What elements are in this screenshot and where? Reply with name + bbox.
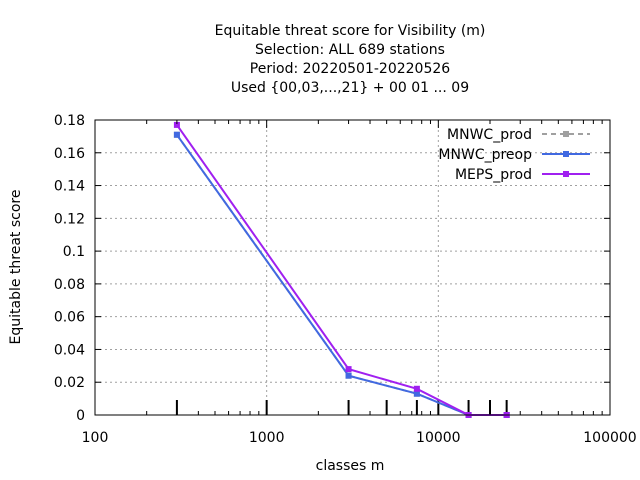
- x-tick-label: 100: [82, 430, 109, 446]
- plot-frame: [94, 119, 611, 416]
- title-line-4: Used {00,03,...,21} + 00 01 ... 09: [231, 80, 469, 96]
- y-tick-label: 0.16: [54, 146, 85, 162]
- legend-swatch-marker: [563, 131, 569, 137]
- title-line-2: Selection: ALL 689 stations: [255, 42, 445, 58]
- legend-swatch-marker: [563, 151, 569, 157]
- y-tick-label: 0.06: [54, 310, 85, 326]
- y-tick-label: 0.1: [63, 244, 85, 260]
- x-tick-label: 1000: [249, 430, 285, 446]
- y-tick-label: 0.08: [54, 277, 85, 293]
- series-point-MNWC_preop: [413, 390, 420, 397]
- x-axis-label: classes m: [316, 458, 385, 474]
- legend-label: MEPS_prod: [455, 167, 532, 183]
- y-axis-label: Equitable threat score: [8, 190, 24, 345]
- y-tick-label: 0.02: [54, 375, 85, 391]
- legend-label: MNWC_preop: [438, 147, 532, 163]
- legend: MNWC_prod MNWC_preop MEPS_prod: [438, 127, 590, 183]
- title-line-3: Period: 20220501-20220526: [250, 61, 450, 77]
- title-line-1: Equitable threat score for Visibility (m…: [215, 23, 486, 39]
- series-point-MEPS_prod: [345, 366, 352, 373]
- legend-swatch-marker: [563, 171, 569, 177]
- y-tick-label: 0.18: [54, 113, 85, 129]
- series-point-MNWC_preop: [173, 131, 180, 138]
- axis-ticks: 0 0.02 0.04 0.06 0.08 0.1 0.12 0.14 0.16 0.18 100 1…: [54, 113, 637, 446]
- series-point-MNWC_preop: [345, 372, 352, 379]
- y-tick-label: 0.12: [54, 211, 85, 227]
- class-markers: [175, 400, 508, 415]
- chart-title: Equitable threat score for Visibility (m…: [215, 23, 486, 96]
- y-tick-label: 0.14: [54, 179, 85, 195]
- x-tick-label: 10000: [416, 430, 461, 446]
- y-tick-label: 0.04: [54, 342, 85, 358]
- series-point-MEPS_prod: [173, 121, 180, 128]
- x-tick-label: 100000: [583, 430, 636, 446]
- grid-lines: [95, 120, 610, 415]
- legend-label: MNWC_prod: [447, 127, 532, 143]
- y-tick-label: 0: [76, 408, 85, 424]
- series-point-MEPS_prod: [413, 385, 420, 392]
